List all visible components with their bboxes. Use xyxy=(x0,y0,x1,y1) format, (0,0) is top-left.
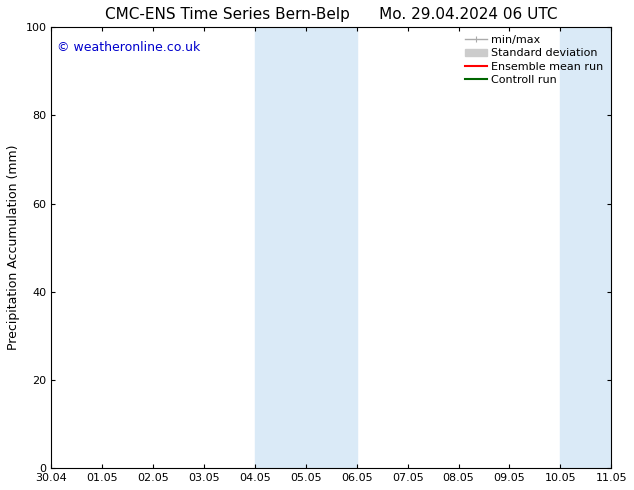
Title: CMC-ENS Time Series Bern-Belp      Mo. 29.04.2024 06 UTC: CMC-ENS Time Series Bern-Belp Mo. 29.04.… xyxy=(105,7,557,22)
Bar xyxy=(560,27,586,468)
Bar xyxy=(280,27,332,468)
Legend: min/max, Standard deviation, Ensemble mean run, Controll run: min/max, Standard deviation, Ensemble me… xyxy=(460,30,608,90)
Bar xyxy=(586,27,611,468)
Text: © weatheronline.co.uk: © weatheronline.co.uk xyxy=(57,41,200,53)
Bar xyxy=(332,27,357,468)
Bar xyxy=(255,27,280,468)
Y-axis label: Precipitation Accumulation (mm): Precipitation Accumulation (mm) xyxy=(7,145,20,350)
